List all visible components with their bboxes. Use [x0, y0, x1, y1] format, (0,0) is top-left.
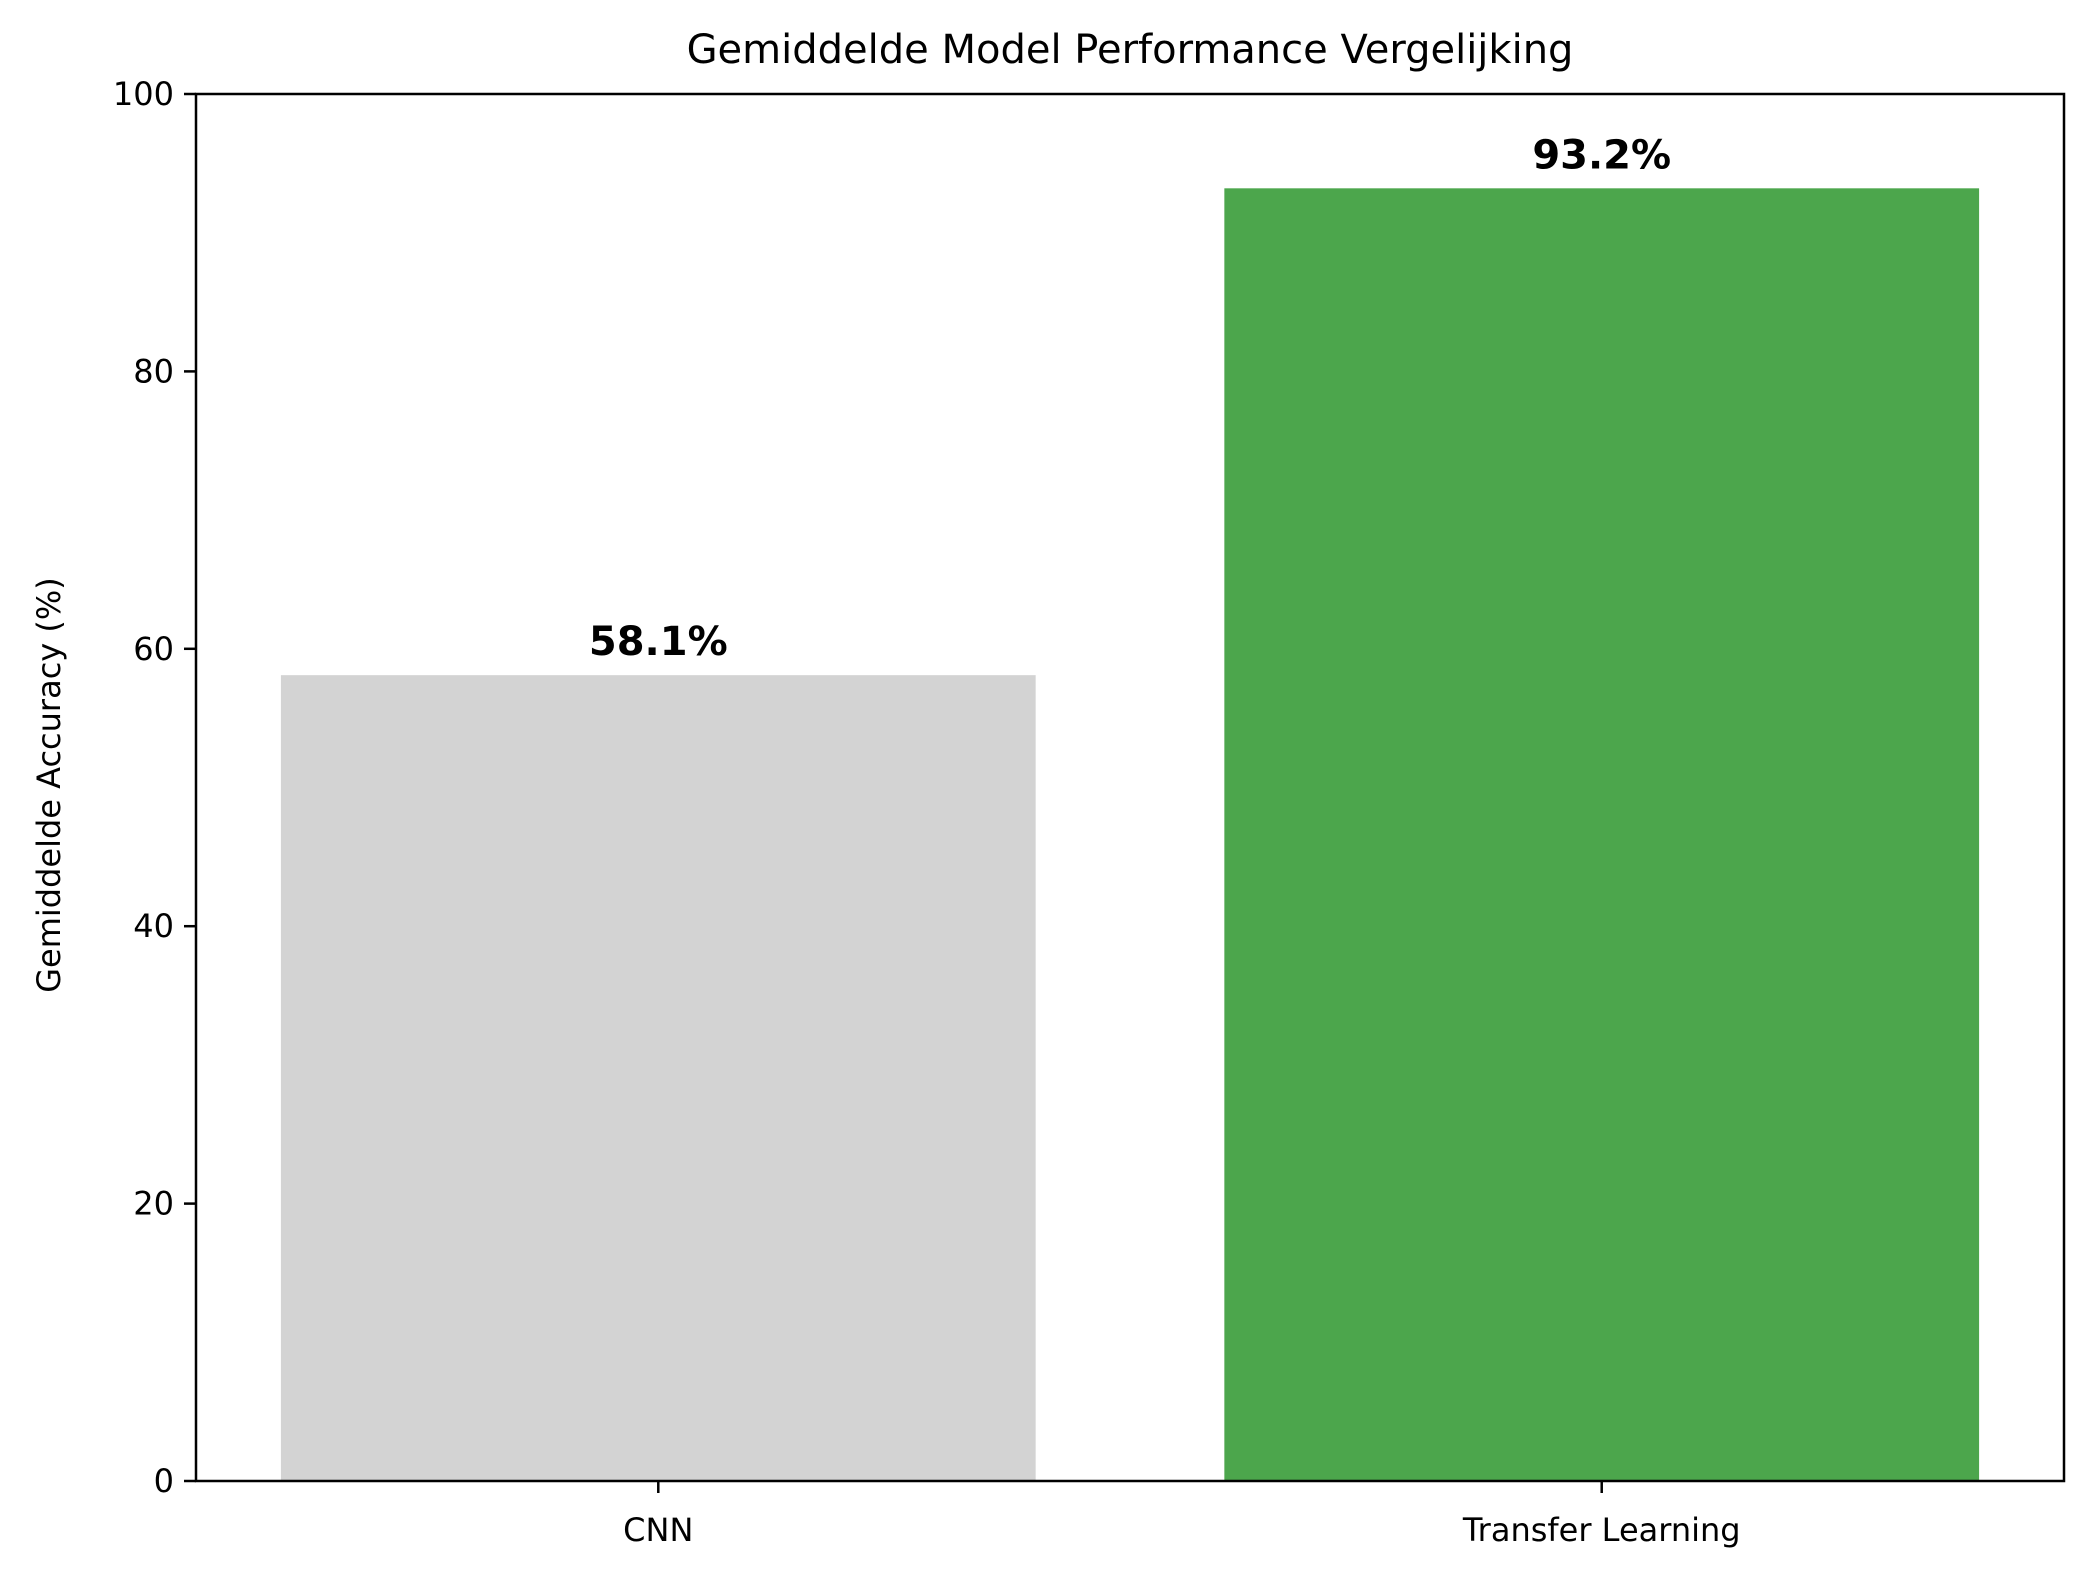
y-tick-label: 0: [154, 1462, 174, 1500]
bar-cnn: [280, 675, 1036, 1481]
y-tick-label: 20: [133, 1185, 174, 1223]
bar-transfer-learning: [1224, 188, 1980, 1481]
y-tick-label: 100: [113, 75, 174, 113]
x-tick-label: CNN: [623, 1511, 693, 1549]
y-axis: 0 20 40 60 80 100: [113, 75, 196, 1500]
bar-value-label: 93.2%: [1532, 132, 1671, 178]
y-tick-label: 40: [133, 907, 174, 945]
bars-layer: [280, 188, 1980, 1481]
y-axis-label: Gemiddelde Accuracy (%): [30, 577, 68, 993]
y-tick-label: 60: [133, 630, 174, 668]
chart-title: Gemiddelde Model Performance Vergelijkin…: [687, 27, 1574, 73]
x-tick-label: Transfer Learning: [1462, 1511, 1741, 1549]
bar-value-label: 58.1%: [589, 619, 728, 665]
y-tick-label: 80: [133, 352, 174, 390]
x-axis: CNN Transfer Learning: [623, 1481, 1741, 1549]
plot-area-frame: [194, 92, 2066, 1483]
value-labels-layer: 58.1% 93.2%: [589, 132, 1671, 665]
